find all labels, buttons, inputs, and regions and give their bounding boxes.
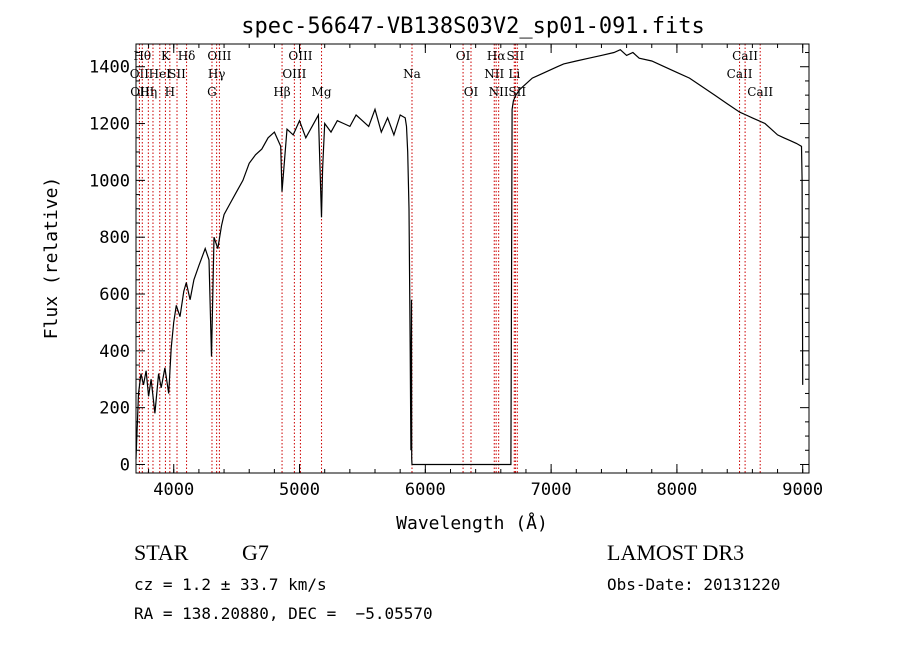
spectral-line-label: SII — [168, 67, 186, 81]
spectral-line-label: Hη — [139, 85, 157, 99]
spectral-line-label: G — [207, 85, 217, 99]
x-tick-label: 9000 — [782, 480, 823, 500]
x-tick-label: 8000 — [656, 480, 697, 500]
survey-label: LAMOST DR3 — [607, 540, 745, 565]
x-axis: 4000 5000 6000 7000 8000 9000 — [148, 44, 823, 500]
y-tick-label: 1000 — [89, 171, 130, 191]
series-group — [135, 48, 804, 466]
plot-frame — [135, 43, 810, 474]
y-tick-label: 1200 — [89, 115, 130, 135]
spectral-line-label: Hβ — [273, 85, 290, 99]
spectral-line-label: H — [165, 85, 175, 99]
spectral-line-label: NII — [484, 67, 504, 81]
spectral-line-label: OI — [456, 49, 471, 63]
spectral-line-label: NII — [489, 85, 509, 99]
y-axis: 0 200 400 600 800 1000 1200 1400 — [89, 52, 809, 475]
spectral-line-label: HeI — [149, 67, 172, 81]
y-tick-label: 800 — [99, 228, 130, 248]
object-class: STAR — [134, 540, 189, 565]
spectral-line-label: Hδ — [178, 49, 196, 63]
y-tick-label: 1400 — [89, 58, 130, 78]
spectral-line-label: Hα — [487, 49, 506, 63]
redshift-text: cz = 1.2 ± 33.7 km/s — [134, 575, 327, 594]
spectral-line-label: OIII — [207, 49, 231, 63]
spectrum-line — [135, 48, 804, 466]
y-tick-label: 200 — [99, 399, 130, 419]
spectral-line-label: K — [161, 49, 171, 63]
spectral-line-label: Hγ — [208, 67, 226, 81]
spectral-line-label: OI — [464, 85, 479, 99]
spectral-line-label: Li — [508, 67, 520, 81]
chart-title: spec-56647-VB138S03V2_sp01-091.fits — [241, 14, 705, 39]
spectral-line-label: OIII — [282, 67, 306, 81]
y-tick-label: 400 — [99, 342, 130, 362]
spectral-line-label: OIII — [288, 49, 312, 63]
x-tick-label: 4000 — [153, 480, 194, 500]
object-subclass: G7 — [242, 540, 269, 565]
spectral-line-label: Mg — [312, 85, 332, 99]
y-tick-label: 600 — [99, 285, 130, 305]
y-tick-label: 0 — [120, 455, 130, 475]
spectral-line-label: CaII — [727, 67, 753, 81]
y-axis-label: Flux (relative) — [41, 177, 62, 340]
spectral-line-label: Na — [403, 67, 421, 81]
spectral-line-label: SII — [507, 49, 525, 63]
x-axis-label: Wavelength (Å) — [396, 512, 548, 534]
spectral-line-label: OII — [130, 67, 150, 81]
spectral-line-label: CaII — [732, 49, 758, 63]
obs-date-text: Obs-Date: 20131220 — [607, 575, 781, 594]
x-tick-label: 7000 — [531, 480, 572, 500]
coordinates-text: RA = 138.20880, DEC = −5.05570 — [134, 604, 433, 623]
spectral-line-label: CaII — [747, 85, 773, 99]
spectral-lines: OIIHθOIIIHηHeIKHSIIHδGHγOIIIHβOIIIOIIIMg… — [130, 44, 773, 473]
x-tick-label: 5000 — [279, 480, 320, 500]
x-tick-label: 6000 — [405, 480, 446, 500]
